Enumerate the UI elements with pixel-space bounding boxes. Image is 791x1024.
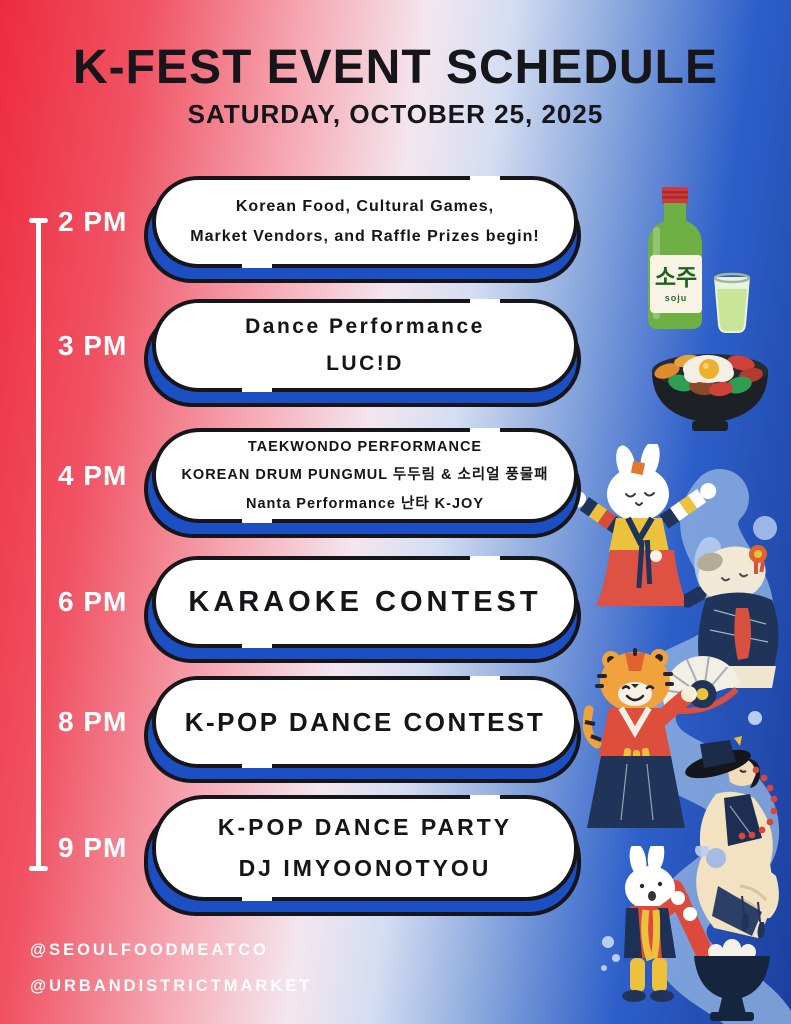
soju-bottle-illustration: 소주 soju: [648, 187, 751, 333]
bibimbap-bowl-illustration: [652, 354, 768, 431]
event-card: K-POP DANCE PARTY DJ IMYOONOTYOU: [152, 795, 578, 901]
time-label: 6 PM: [58, 586, 128, 617]
event-card-line: LUC!D: [326, 351, 404, 375]
soju-label-korean: 소주: [655, 264, 697, 290]
event-cardbox: K-POP DANCE PARTY DJ IMYOONOTYOU: [144, 795, 581, 916]
event-card-line: DJ IMYOONOTYOU: [238, 855, 492, 881]
social-handle: @SEOULFOODMEATCO: [30, 941, 269, 959]
event-card-line: TAEKWONDO PERFORMANCE: [247, 439, 483, 456]
event-card: TAEKWONDO PERFORMANCE KOREAN DRUM PUNGMU…: [152, 428, 578, 523]
event-card-line: KOREAN DRUM PUNGMUL 두두림 & 소리얼 풍물패: [181, 467, 549, 484]
schedule-row: 6 PM KARAOKE CONTEST: [44, 556, 581, 663]
schedule-row: 3 PM Dance Performance LUC!D: [44, 299, 581, 407]
gat-dancer-illustration: [685, 736, 779, 938]
event-card: KARAOKE CONTEST: [152, 556, 578, 648]
social-handle: @URBANDISTRICTMARKET: [30, 977, 313, 995]
event-card-line: Dance Performance: [245, 314, 485, 338]
hanbok-tiger-illustration: [583, 648, 742, 828]
time-label: 3 PM: [58, 329, 128, 361]
schedule-row: 9 PM K-POP DANCE PARTY DJ IMYOONOTYOU: [44, 795, 581, 916]
poster-date-subtitle: SATURDAY, OCTOBER 25, 2025: [187, 99, 604, 129]
event-card: Korean Food, Cultural Games, Market Vend…: [152, 176, 578, 268]
event-card-line: KARAOKE CONTEST: [188, 585, 542, 618]
hanbok-rabbit-illustration: [576, 444, 717, 606]
event-card: Dance Performance LUC!D: [152, 299, 578, 392]
event-cardbox: K-POP DANCE CONTEST: [144, 676, 581, 783]
poster-title: K-FEST EVENT SCHEDULE: [72, 41, 719, 94]
time-label: 2 PM: [58, 206, 128, 237]
schedule-row: 4 PM TAEKWONDO PERFORMANCE KOREAN DRUM P…: [44, 428, 581, 538]
time-label: 8 PM: [58, 706, 128, 737]
event-cardbox: Dance Performance LUC!D: [144, 299, 581, 407]
event-card-line: K-POP DANCE CONTEST: [184, 706, 546, 737]
timeline-line: [36, 220, 41, 869]
event-card-line: Korean Food, Cultural Games,: [235, 197, 495, 215]
timeline-bottom-cap: [29, 866, 48, 871]
schedule-row: 8 PM K-POP DANCE CONTEST: [44, 676, 581, 783]
event-card: K-POP DANCE CONTEST: [152, 676, 578, 768]
time-label: 9 PM: [58, 832, 128, 863]
time-label: 4 PM: [58, 459, 128, 491]
event-card-line: Market Vendors, and Raffle Prizes begin!: [190, 228, 540, 245]
mortar-rabbit-illustration: [601, 846, 770, 1021]
schedule-row: 2 PM Korean Food, Cultural Games, Market…: [44, 176, 581, 283]
event-card-line: Nanta Performance 난타 K-JOY: [245, 495, 484, 512]
event-card-line: K-POP DANCE PARTY: [217, 813, 513, 840]
event-cardbox: KARAOKE CONTEST: [144, 556, 581, 663]
soju-label-english: soju: [665, 293, 688, 303]
event-cardbox: Korean Food, Cultural Games, Market Vend…: [144, 176, 581, 283]
event-cardbox: TAEKWONDO PERFORMANCE KOREAN DRUM PUNGMU…: [144, 428, 581, 538]
timeline: [29, 218, 48, 871]
hanbok-mouse-illustration: [684, 545, 779, 688]
